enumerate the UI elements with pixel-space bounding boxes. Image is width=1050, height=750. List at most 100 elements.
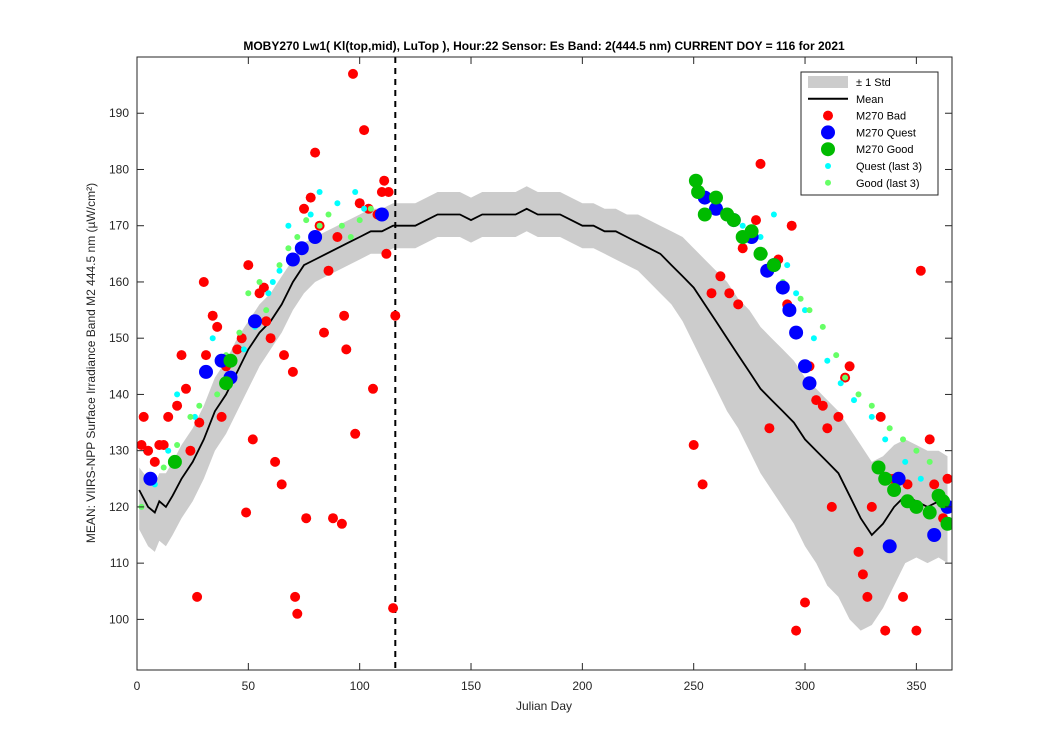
- good-point: [922, 505, 937, 520]
- bad-point: [880, 625, 891, 636]
- good-last3-point: [913, 447, 920, 454]
- x-tick-label: 50: [242, 679, 256, 693]
- bad-point: [929, 479, 940, 490]
- good-last3-point: [285, 245, 292, 252]
- good-last3-point: [833, 352, 840, 359]
- bad-point: [149, 456, 160, 467]
- quest-last3-point: [269, 279, 276, 285]
- bad-point: [381, 248, 392, 259]
- good-last3-point: [236, 329, 243, 336]
- x-tick-label: 0: [134, 679, 141, 693]
- bad-point: [348, 68, 358, 79]
- x-tick-label: 100: [350, 679, 370, 693]
- plot-frame: [136, 56, 953, 671]
- good-point: [878, 471, 893, 486]
- bad-point: [201, 350, 211, 361]
- y-tick-label: 160: [109, 275, 129, 289]
- good-point: [223, 353, 238, 368]
- y-tick-label: 140: [109, 387, 129, 401]
- x-axis: 0 50 100 150 200 250 300 350: [134, 57, 927, 693]
- good-last3-point: [174, 442, 181, 448]
- quest-point: [285, 252, 300, 267]
- quest-last3-point: [882, 436, 889, 443]
- bad-point: [688, 440, 699, 450]
- legend-swatch-good_last3: [825, 179, 831, 186]
- bad-point: [336, 518, 347, 529]
- quest-point: [891, 471, 906, 486]
- bad-point: [341, 344, 352, 355]
- std-band-area: [139, 186, 948, 631]
- bad-point: [822, 423, 833, 434]
- bad-point: [212, 321, 223, 332]
- quest-last3-point: [334, 200, 341, 207]
- quest-last3-point: [784, 262, 791, 269]
- bad-point: [339, 310, 350, 321]
- good-last3-point: [160, 464, 167, 471]
- good-last3-point: [263, 307, 270, 314]
- bad-point: [350, 428, 361, 439]
- bad-point: [192, 591, 203, 602]
- bad-point: [261, 316, 272, 327]
- bad-point: [290, 591, 301, 602]
- bad-point: [733, 299, 744, 310]
- quest-last3-point: [917, 475, 924, 482]
- bad-point: [176, 350, 187, 361]
- quest-point: [782, 303, 797, 318]
- bad-point: [276, 479, 287, 490]
- quest-point: [143, 471, 158, 486]
- quest-last3-point: [902, 458, 909, 465]
- quest-last3-point: [240, 346, 247, 353]
- bad-point: [764, 423, 775, 434]
- good-last3-point: [367, 205, 374, 212]
- quest-last3-point: [165, 447, 172, 454]
- quest-last3-point: [793, 290, 800, 297]
- bad-point: [332, 232, 343, 242]
- good-point: [709, 190, 723, 205]
- legend-label: M270 Quest: [856, 127, 916, 139]
- good-last3-point: [806, 307, 813, 314]
- bad-point: [185, 445, 196, 456]
- bad-point: [163, 411, 174, 422]
- quest-last3-point: [851, 397, 857, 404]
- bad-point: [390, 310, 401, 321]
- bad-point: [697, 479, 708, 490]
- good-last3-point: [797, 295, 804, 302]
- good-point: [697, 207, 712, 222]
- legend-swatch-bad: [823, 110, 833, 121]
- good-last3-point: [356, 217, 363, 224]
- bad-point: [137, 440, 147, 450]
- quest-point: [308, 230, 323, 244]
- bad-point: [924, 434, 935, 445]
- quest-point: [709, 201, 723, 216]
- bad-point: [724, 288, 735, 299]
- legend-label: M270 Bad: [856, 111, 906, 123]
- bad-point: [811, 395, 822, 406]
- good-last3-point: [868, 402, 875, 409]
- y-axis-label: MEAN: VIIRS-NPP Surface Irradiance Band …: [84, 183, 98, 543]
- bad-point: [902, 479, 913, 490]
- good-point: [940, 516, 952, 531]
- quest-point: [802, 376, 817, 391]
- quest-last3-point: [276, 267, 283, 274]
- bad-point: [826, 501, 837, 512]
- good-last3-point: [819, 323, 826, 330]
- legend-label: Quest (last 3): [856, 161, 922, 173]
- quest-point: [775, 280, 790, 295]
- legend-swatch-quest: [821, 125, 835, 140]
- legend-swatch-quest_last3: [825, 163, 831, 169]
- quest-last3-point: [802, 307, 808, 314]
- plot-area: [137, 57, 952, 670]
- quest-last3-point: [209, 335, 216, 342]
- x-tick-label: 200: [572, 679, 592, 693]
- quest-last3-point: [191, 413, 198, 420]
- good-point: [688, 173, 703, 188]
- x-tick-label: 300: [795, 679, 815, 693]
- y-tick-label: 180: [109, 162, 129, 176]
- bad-point: [786, 220, 797, 231]
- bad-point: [299, 203, 309, 214]
- quest-point: [927, 528, 942, 542]
- quest-point: [248, 314, 262, 329]
- bad-point: [853, 546, 864, 557]
- bad-point: [181, 383, 191, 394]
- bad-point: [755, 158, 766, 169]
